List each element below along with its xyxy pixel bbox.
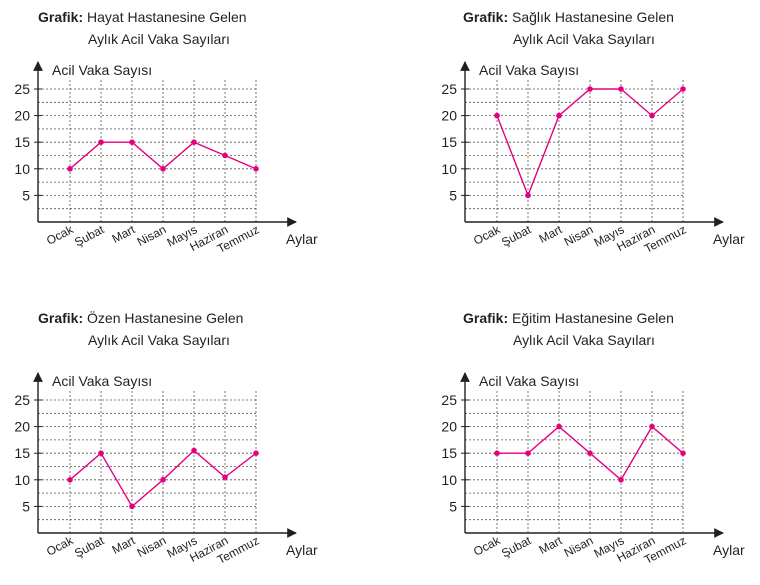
data-point: [98, 139, 104, 145]
chart-title-line2: Aylık Acil Vaka Sayıları: [513, 31, 655, 47]
chart-title-line1: Grafik: Hayat Hastanesine Gelen: [38, 9, 247, 25]
x-axis-label: Aylar: [713, 231, 745, 247]
chart-panel-4: Grafik: Eğitim Hastanesine Gelen Aylık Ac…: [441, 310, 745, 567]
y-tick-label: 5: [22, 498, 30, 514]
y-tick-label: 15: [14, 134, 30, 150]
grafik-prefix: Grafik:: [463, 9, 512, 25]
x-axis-label: Aylar: [286, 231, 318, 247]
data-point: [222, 152, 228, 159]
data-point: [191, 447, 197, 454]
y-tick-label: 25: [441, 81, 457, 97]
chart-title-text: Hayat Hastanesine Gelen: [87, 9, 247, 25]
x-axis-label: Aylar: [713, 542, 745, 558]
data-point: [494, 112, 500, 119]
y-tick-label: 5: [449, 187, 457, 203]
y-tick-label: 15: [441, 134, 457, 150]
x-tick-label: Şubat: [499, 222, 534, 249]
data-point: [587, 450, 593, 457]
data-point: [253, 166, 259, 172]
chart-title-text: Eğitim Hastanesine Gelen: [512, 310, 674, 326]
x-tick-label: Nisan: [135, 222, 169, 249]
x-tick-label: Şubat: [72, 222, 107, 249]
chart-title-text: Özen Hastanesine Gelen: [87, 309, 243, 326]
x-tick-label: Ocak: [44, 222, 76, 248]
data-point: [129, 503, 135, 510]
x-tick-label: Mart: [110, 533, 138, 557]
chart-panel-3: Grafik: Özen Hastanesine Gelen Aylık Acil…: [14, 309, 318, 567]
data-point: [649, 423, 655, 430]
data-point: [618, 477, 624, 483]
x-tick-label: Şubat: [499, 533, 534, 560]
chart-title-line2: Aylık Acil Vaka Sayıları: [88, 332, 230, 348]
data-point: [649, 112, 655, 119]
x-tick-label: Ocak: [471, 533, 503, 559]
x-tick-label: Şubat: [72, 533, 107, 560]
x-tick-label: Ocak: [44, 533, 76, 559]
x-axis-label: Aylar: [286, 542, 318, 558]
grafik-prefix: Grafik:: [463, 310, 512, 326]
data-point: [160, 477, 166, 483]
data-point: [680, 86, 686, 92]
y-tick-label: 15: [441, 445, 457, 461]
chart-title-line2: Aylık Acil Vaka Sayıları: [88, 31, 230, 47]
data-point: [680, 450, 686, 457]
x-tick-label: Nisan: [562, 222, 596, 249]
data-point: [556, 112, 562, 119]
y-tick-label: 10: [441, 472, 457, 488]
chart-panel-2: Grafik: Sağlık Hastanesine Gelen Aylık Ac…: [441, 9, 745, 256]
data-point: [618, 86, 624, 92]
x-tick-label: Nisan: [135, 533, 169, 560]
y-tick-label: 20: [14, 108, 30, 124]
grafik-prefix: Grafik:: [38, 9, 87, 25]
data-point: [525, 192, 531, 199]
y-tick-label: 10: [441, 161, 457, 177]
data-point: [222, 474, 228, 480]
y-axis-label: Acil Vaka Sayısı: [479, 373, 579, 389]
data-point: [191, 139, 197, 145]
data-point: [587, 86, 593, 92]
y-tick-label: 5: [449, 498, 457, 514]
y-axis-label: Acil Vaka Sayısı: [479, 62, 579, 78]
data-point: [556, 423, 562, 430]
y-axis-label: Acil Vaka Sayısı: [52, 373, 152, 389]
x-tick-label: Mart: [110, 222, 138, 246]
chart-title-line1: Grafik: Sağlık Hastanesine Gelen: [463, 9, 674, 25]
data-point: [525, 450, 531, 457]
x-tick-label: Mart: [537, 533, 565, 557]
y-tick-label: 20: [14, 419, 30, 435]
data-point: [160, 166, 166, 172]
data-point: [494, 450, 500, 457]
y-tick-label: 20: [441, 419, 457, 435]
x-tick-label: Ocak: [471, 222, 503, 248]
data-point: [67, 477, 73, 483]
data-point: [253, 450, 259, 457]
chart-title-text: Sağlık Hastanesine Gelen: [512, 9, 674, 25]
y-tick-label: 25: [14, 81, 30, 97]
y-tick-label: 25: [441, 392, 457, 408]
data-point: [129, 139, 135, 145]
y-tick-label: 15: [14, 445, 30, 461]
chart-title-line1: Grafik: Eğitim Hastanesine Gelen: [463, 310, 674, 326]
data-point: [67, 166, 73, 172]
y-tick-label: 10: [14, 161, 30, 177]
chart-panel-1: Grafik: Hayat Hastanesine Gelen Aylık Aci…: [14, 9, 318, 256]
y-tick-label: 5: [22, 187, 30, 203]
x-tick-label: Mart: [537, 222, 565, 246]
y-axis-label: Acil Vaka Sayısı: [52, 62, 152, 78]
y-tick-label: 10: [14, 472, 30, 488]
data-point: [98, 450, 104, 457]
chart-title-line1: Grafik: Özen Hastanesine Gelen: [38, 309, 243, 326]
chart-title-line2: Aylık Acil Vaka Sayıları: [513, 332, 655, 348]
y-tick-label: 20: [441, 108, 457, 124]
x-tick-label: Nisan: [562, 533, 596, 560]
y-tick-label: 25: [14, 392, 30, 408]
grafik-prefix: Grafik:: [38, 310, 87, 326]
